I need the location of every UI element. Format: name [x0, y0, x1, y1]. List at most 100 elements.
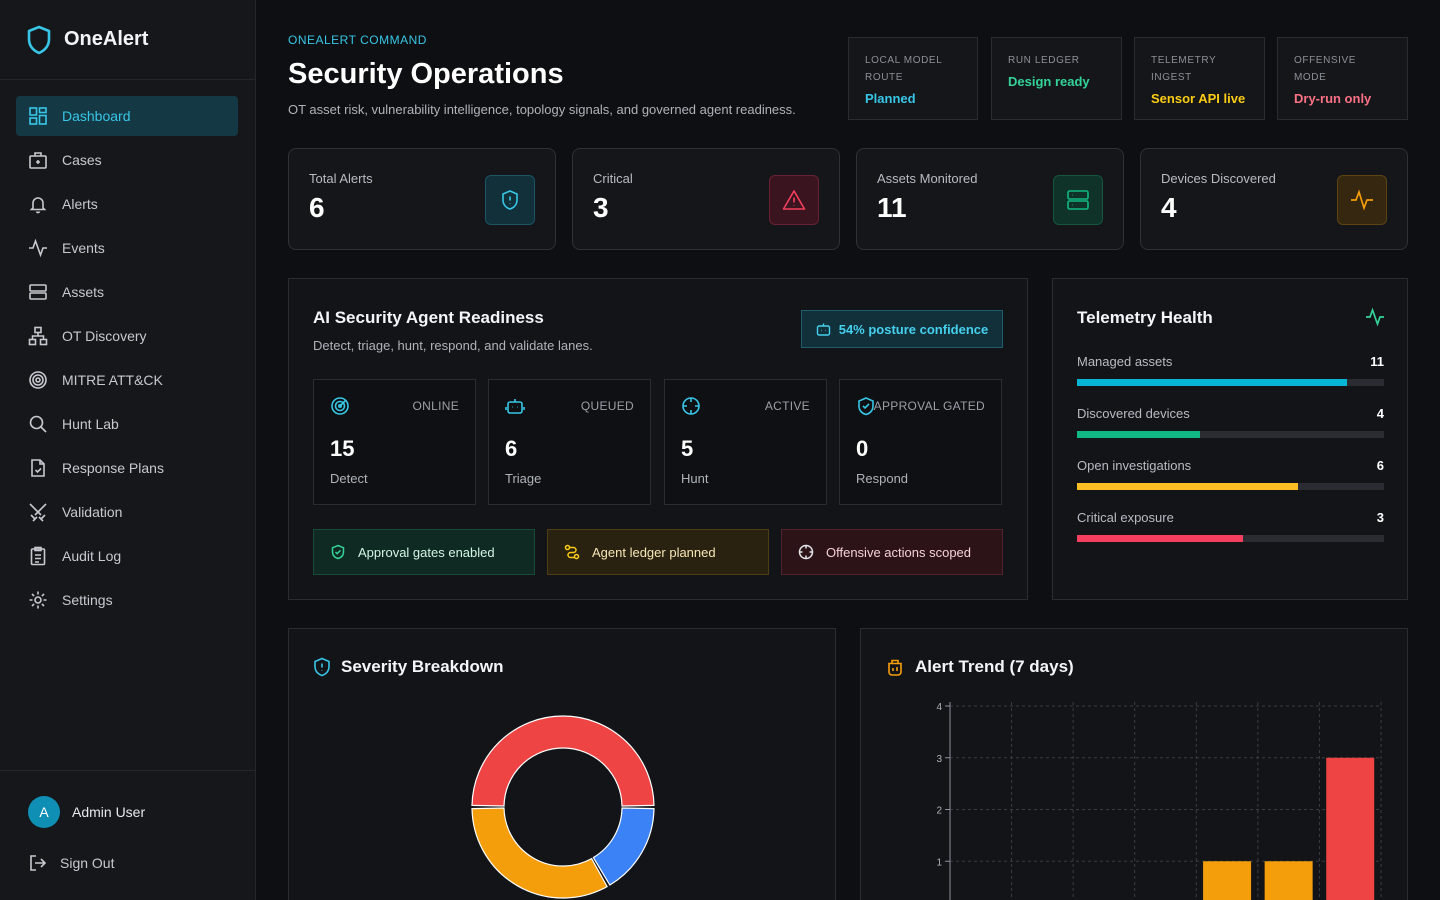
- severity-donut-chart: [471, 715, 655, 899]
- brand-name: OneAlert: [64, 28, 149, 50]
- telemetry-label: Discovered devices: [1077, 406, 1190, 421]
- lane-name: Respond: [856, 471, 909, 486]
- y-tick-label: 4: [936, 702, 942, 713]
- stat-card-total-alerts[interactable]: Total Alerts 6: [288, 148, 556, 250]
- stat-card-critical[interactable]: Critical 3: [572, 148, 840, 250]
- chip-label: Agent ledger planned: [592, 544, 716, 560]
- lane-count: 5: [681, 436, 694, 461]
- trend-bar[interactable]: [1326, 757, 1375, 900]
- trend-bar[interactable]: [1203, 861, 1252, 900]
- shield-check-icon: [331, 544, 345, 560]
- donut-slice-high[interactable]: [471, 807, 608, 899]
- lane-count: 0: [856, 436, 869, 461]
- sidebar-item-label: Alerts: [62, 196, 98, 212]
- brand: OneAlert: [0, 0, 255, 80]
- sidebar-item-audit-log[interactable]: Audit Log: [16, 536, 238, 576]
- telemetry-row-managed-assets: Managed assets 11: [1077, 354, 1384, 386]
- status-card-run-ledger: RUN LEDGER Design ready: [991, 37, 1122, 120]
- route-icon: [564, 544, 580, 560]
- sidebar-item-label: Events: [62, 240, 105, 256]
- lane-state: ONLINE: [412, 399, 459, 413]
- sidebar-item-assets[interactable]: Assets: [16, 272, 238, 312]
- briefcase-icon: [29, 152, 47, 169]
- sidebar: OneAlert Dashboard Cases Alerts Events A…: [0, 0, 256, 900]
- panel-title: Telemetry Health: [1077, 308, 1213, 327]
- shield-icon: [502, 190, 518, 210]
- sidebar-item-dashboard[interactable]: Dashboard: [16, 96, 238, 136]
- telemetry-track: [1077, 535, 1384, 542]
- lane-name: Hunt: [681, 471, 709, 486]
- status-card-telemetry-ingest: TELEMETRY INGEST Sensor API live: [1134, 37, 1265, 120]
- sidebar-item-label: Hunt Lab: [62, 416, 119, 432]
- sidebar-item-label: Validation: [62, 504, 123, 520]
- lane-count: 15: [330, 436, 355, 461]
- lane-detect[interactable]: ONLINE 15 Detect: [313, 379, 476, 505]
- sign-out-button[interactable]: Sign Out: [28, 853, 114, 873]
- user-profile[interactable]: A Admin User: [28, 796, 145, 828]
- lane-name: Detect: [330, 471, 368, 486]
- panel-subtitle: Detect, triage, hunt, respond, and valid…: [313, 338, 593, 353]
- sidebar-item-response-plans[interactable]: Response Plans: [16, 448, 238, 488]
- alert-trend-panel: Alert Trend (7 days) 1 2 3 4: [860, 628, 1408, 900]
- shield-check-icon: [858, 397, 874, 416]
- sidebar-item-validation[interactable]: Validation: [16, 492, 238, 532]
- crosshair-icon: [798, 544, 814, 560]
- lane-triage[interactable]: QUEUED 6 Triage: [488, 379, 651, 505]
- status-value: Dry-run only: [1294, 91, 1372, 106]
- trend-bar[interactable]: [1264, 861, 1313, 900]
- status-label: OFFENSIVE MODE: [1294, 55, 1357, 83]
- telemetry-fill: [1077, 483, 1299, 490]
- donut-slice-critical[interactable]: [471, 715, 655, 807]
- status-value: Design ready: [1008, 74, 1090, 89]
- lane-name: Triage: [505, 471, 542, 486]
- status-label: RUN LEDGER: [1008, 55, 1080, 66]
- status-label: TELEMETRY INGEST: [1151, 55, 1217, 83]
- y-tick-label: 3: [936, 754, 942, 765]
- bot-icon: [505, 399, 525, 414]
- user-name: Admin User: [72, 804, 146, 820]
- status-value: Planned: [865, 91, 916, 106]
- lane-respond[interactable]: APPROVAL GATED 0 Respond: [839, 379, 1002, 505]
- warning-icon: [782, 190, 806, 210]
- sidebar-item-settings[interactable]: Settings: [16, 580, 238, 620]
- sidebar-item-hunt-lab[interactable]: Hunt Lab: [16, 404, 238, 444]
- telemetry-row-discovered-devices: Discovered devices 4: [1077, 406, 1384, 438]
- activity-icon: [1351, 189, 1373, 211]
- sign-out-icon: [30, 855, 47, 871]
- chip-label: Approval gates enabled: [358, 544, 495, 560]
- sign-out-label: Sign Out: [60, 855, 115, 871]
- lane-state: APPROVAL GATED: [873, 399, 985, 413]
- sidebar-item-ot-discovery[interactable]: OT Discovery: [16, 316, 238, 356]
- sidebar-item-label: Audit Log: [62, 548, 122, 564]
- donut-slice-medium[interactable]: [592, 807, 655, 886]
- stat-card-assets-monitored[interactable]: Assets Monitored 11: [856, 148, 1124, 250]
- telemetry-value: 11: [1370, 354, 1384, 369]
- chip-offensive-actions[interactable]: Offensive actions scoped: [781, 529, 1003, 575]
- sidebar-item-alerts[interactable]: Alerts: [16, 184, 238, 224]
- activity-icon: [29, 238, 47, 258]
- posture-confidence-badge[interactable]: 54% posture confidence: [801, 310, 1003, 348]
- stat-value: 11: [877, 192, 907, 223]
- sidebar-item-mitre[interactable]: MITRE ATT&CK: [16, 360, 238, 400]
- stat-label: Assets Monitored: [877, 171, 978, 186]
- lane-hunt[interactable]: ACTIVE 5 Hunt: [664, 379, 827, 505]
- sidebar-item-cases[interactable]: Cases: [16, 140, 238, 180]
- stat-card-devices-discovered[interactable]: Devices Discovered 4: [1140, 148, 1408, 250]
- chip-agent-ledger[interactable]: Agent ledger planned: [547, 529, 769, 575]
- stat-icon-box: [1053, 175, 1103, 225]
- bell-icon: [29, 197, 47, 214]
- chip-approval-gates[interactable]: Approval gates enabled: [313, 529, 535, 575]
- dashboard-icon: [29, 107, 47, 125]
- page-title: Security Operations: [288, 58, 564, 90]
- telemetry-fill: [1077, 535, 1243, 542]
- stat-label: Devices Discovered: [1161, 171, 1276, 186]
- panel-title: AI Security Agent Readiness: [313, 308, 544, 327]
- severity-breakdown-panel: Severity Breakdown: [288, 628, 836, 900]
- sidebar-item-label: MITRE ATT&CK: [62, 372, 163, 388]
- stat-label: Total Alerts: [309, 171, 373, 186]
- sidebar-nav: Dashboard Cases Alerts Events Assets OT …: [0, 80, 255, 620]
- sidebar-item-events[interactable]: Events: [16, 228, 238, 268]
- stat-label: Critical: [593, 171, 633, 186]
- radar-icon: [331, 397, 349, 415]
- chip-label: Offensive actions scoped: [826, 544, 972, 560]
